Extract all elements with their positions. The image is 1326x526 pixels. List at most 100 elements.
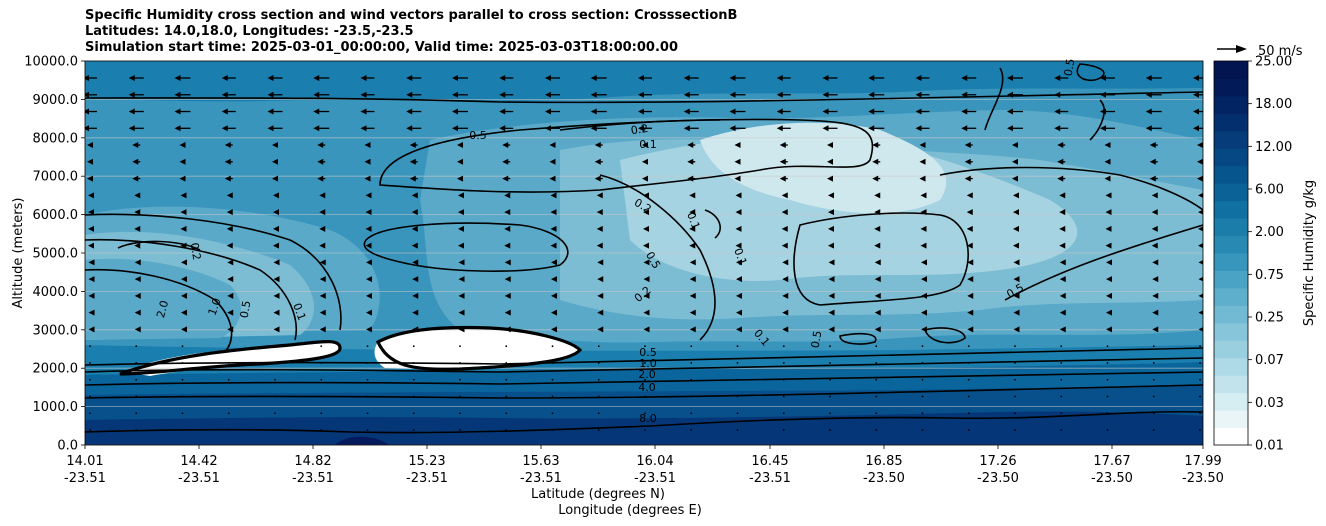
wind-arrow-dot bbox=[921, 412, 924, 415]
wind-arrow bbox=[779, 158, 788, 165]
wind-arrow-head bbox=[412, 309, 419, 316]
wind-arrow-head bbox=[1149, 175, 1156, 182]
wind-arrow-head bbox=[1197, 175, 1203, 182]
wind-arrow bbox=[1059, 259, 1066, 266]
wind-arrow bbox=[1012, 175, 1018, 182]
wind-arrow-dot bbox=[459, 395, 461, 398]
wind-arrow bbox=[590, 75, 607, 81]
wind-arrow-head bbox=[1100, 91, 1106, 98]
wind-arrow bbox=[365, 225, 372, 232]
wind-arrow-head bbox=[550, 192, 557, 199]
wind-arrow-head bbox=[590, 75, 597, 81]
wind-arrow bbox=[829, 362, 831, 364]
wind-arrow-dot bbox=[505, 395, 508, 398]
wind-arrow-head bbox=[502, 175, 509, 182]
colorbar-segment-20 bbox=[1214, 95, 1248, 114]
wind-arrow-head bbox=[366, 292, 372, 299]
wind-arrow bbox=[135, 345, 138, 348]
wind-arrow bbox=[504, 292, 511, 299]
wind-arrow-head bbox=[689, 259, 696, 266]
wind-arrow bbox=[1007, 75, 1023, 81]
wind-arrow bbox=[273, 209, 279, 216]
wind-arrow bbox=[1106, 276, 1112, 283]
colorbar-tick-label-7: 12.00 bbox=[1255, 140, 1292, 155]
wind-arrow bbox=[782, 395, 785, 398]
colorbar-segment-6 bbox=[1214, 340, 1248, 359]
wind-arrow-head bbox=[1152, 276, 1159, 283]
wind-arrow-head bbox=[1105, 242, 1112, 249]
wind-arrow bbox=[457, 158, 463, 165]
wind-arrow bbox=[822, 91, 838, 98]
wind-arrow-dot bbox=[921, 378, 924, 381]
wind-arrow bbox=[365, 192, 372, 199]
humidity-region-8 bbox=[85, 258, 241, 340]
wind-arrow-head bbox=[1105, 209, 1112, 216]
wind-arrow-head bbox=[736, 309, 742, 316]
wind-arrow-dot bbox=[1014, 395, 1016, 398]
wind-arrow-dot bbox=[875, 362, 878, 364]
contour-label-5: 0.5 bbox=[639, 346, 657, 359]
wind-arrow bbox=[504, 192, 511, 199]
wind-arrow-head bbox=[88, 209, 94, 216]
wind-arrow bbox=[412, 259, 419, 266]
wind-arrow-dot bbox=[320, 395, 323, 398]
humidity-region-13 bbox=[335, 436, 390, 445]
contour-label-22: 0.5 bbox=[1062, 58, 1078, 77]
wind-arrow bbox=[597, 259, 604, 266]
wind-arrow-head bbox=[313, 125, 320, 132]
wind-arrow-head bbox=[319, 326, 326, 333]
wind-arrow-dot bbox=[412, 378, 415, 381]
colorbar-segment-2 bbox=[1214, 410, 1248, 429]
wind-arrow-head bbox=[736, 259, 742, 266]
wind-arrow bbox=[134, 225, 141, 232]
wind-arrow bbox=[504, 225, 511, 232]
wind-arrow bbox=[966, 242, 973, 249]
wind-arrow-head bbox=[317, 142, 324, 149]
wind-arrow bbox=[872, 175, 881, 182]
contour-line-11 bbox=[117, 240, 201, 251]
wind-arrow bbox=[134, 259, 141, 266]
wind-arrow-head bbox=[458, 309, 465, 316]
colorbar-tick-label-6: 6.00 bbox=[1255, 183, 1284, 198]
wind-arrow-head bbox=[828, 259, 835, 266]
wind-arrow-dot bbox=[921, 429, 924, 431]
wind-arrow-head bbox=[782, 259, 789, 266]
wind-arrow-head bbox=[458, 259, 465, 266]
wind-arrow bbox=[1100, 108, 1115, 115]
wind-arrow-head bbox=[1059, 276, 1066, 283]
wind-arrow bbox=[134, 276, 141, 283]
colorbar-segment-10 bbox=[1214, 270, 1248, 289]
wind-arrow-head bbox=[1054, 91, 1061, 98]
wind-arrow bbox=[594, 158, 603, 165]
wind-arrow bbox=[1057, 142, 1066, 149]
wind-arrow bbox=[643, 326, 650, 333]
contour-label-1: 8.0 bbox=[639, 412, 657, 425]
wind-arrow-dot bbox=[644, 429, 646, 431]
wind-arrow bbox=[1106, 395, 1109, 398]
wind-arrow-head bbox=[776, 125, 783, 132]
wind-arrow bbox=[88, 292, 95, 299]
wind-arrow-head bbox=[1198, 226, 1203, 232]
wind-arrow bbox=[1007, 125, 1023, 132]
wind-arrow-dot bbox=[1014, 345, 1016, 348]
wind-arrow-dot bbox=[412, 362, 415, 364]
wind-arrow-head bbox=[1059, 209, 1066, 216]
wind-arrow bbox=[89, 429, 91, 431]
wind-arrow bbox=[457, 142, 463, 149]
wind-arrow-dot bbox=[597, 378, 600, 381]
wind-arrow-head bbox=[1013, 309, 1020, 316]
wind-arrow bbox=[735, 242, 742, 249]
wind-arrow-dot bbox=[1106, 362, 1109, 364]
wind-arrow bbox=[1104, 175, 1111, 182]
wind-arrow bbox=[89, 378, 91, 381]
wind-arrow bbox=[967, 345, 970, 348]
wind-arrow bbox=[967, 429, 970, 431]
wind-arrow bbox=[366, 412, 369, 415]
wind-arrow-head bbox=[452, 108, 458, 115]
wind-arrow-dot bbox=[551, 345, 554, 348]
wind-arrow bbox=[1152, 378, 1155, 381]
wind-arrow bbox=[365, 209, 372, 216]
contour-line-24 bbox=[839, 332, 877, 345]
wind-arrow-dot bbox=[274, 395, 276, 398]
